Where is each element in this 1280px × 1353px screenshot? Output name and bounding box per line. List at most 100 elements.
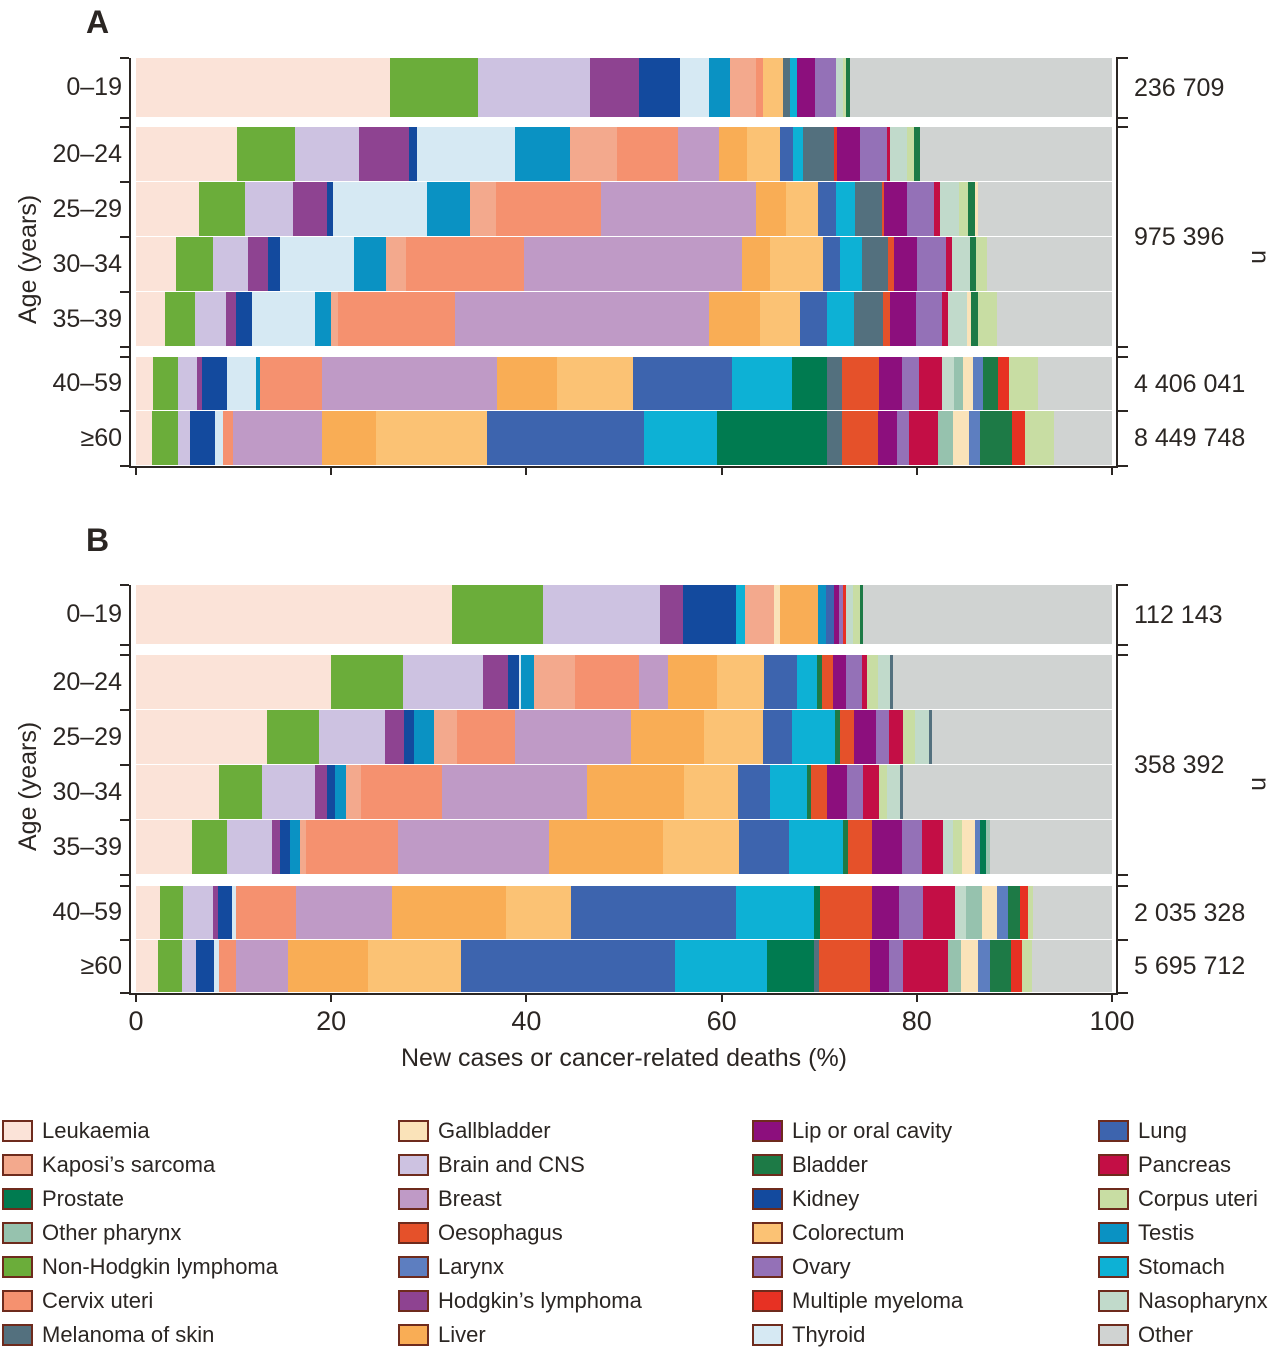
bar-segment-larynx bbox=[973, 357, 983, 410]
bar-segment-myeloma bbox=[1012, 411, 1025, 465]
legend-swatch-corpus bbox=[1098, 1188, 1129, 1210]
bar-segment-lung bbox=[460, 940, 675, 992]
bar-segment-brain bbox=[295, 127, 359, 181]
n-value: 5 695 712 bbox=[1134, 952, 1246, 980]
bar-row bbox=[136, 585, 1112, 644]
bar-segment-thyroid bbox=[226, 357, 256, 410]
bar-segment-bladder bbox=[968, 182, 976, 236]
bar-segment-melanoma bbox=[783, 58, 790, 117]
bar-row bbox=[136, 127, 1112, 181]
bar-segment-kidney bbox=[236, 292, 253, 346]
legend-swatch-other_pharynx bbox=[2, 1222, 33, 1244]
age-tick-label: 0–19 bbox=[66, 600, 122, 628]
bar-segment-bladder bbox=[980, 411, 1013, 465]
legend-label-corpus: Corpus uteri bbox=[1138, 1186, 1258, 1211]
x-axis-tick bbox=[330, 993, 333, 1002]
bar-segment-cervix bbox=[575, 655, 639, 709]
x-tick-label: 100 bbox=[1089, 1006, 1135, 1036]
bar-segment-stomach bbox=[826, 292, 855, 346]
bar-segment-hodgkin bbox=[589, 58, 639, 117]
bar-segment-testis bbox=[256, 357, 260, 410]
y-axis-tick bbox=[120, 356, 129, 358]
bar-segment-kaposi bbox=[345, 765, 362, 819]
bar-segment-brain bbox=[194, 292, 226, 346]
bar-segment-cervix bbox=[222, 411, 233, 465]
bar-segment-breast bbox=[455, 292, 709, 346]
bar-segment-thyroid bbox=[214, 940, 219, 992]
legend-swatch-breast bbox=[398, 1188, 429, 1210]
bar-segment-gallbladder bbox=[967, 292, 972, 346]
bar-segment-hodgkin bbox=[271, 820, 281, 874]
bar-segment-leukaemia bbox=[136, 411, 152, 465]
legend-label-larynx: Larynx bbox=[438, 1254, 505, 1279]
n-value: 236 709 bbox=[1134, 74, 1225, 102]
bar-segment-nasopharynx bbox=[951, 237, 971, 291]
bar-segment-other bbox=[932, 710, 1112, 764]
x-tick-label: 40 bbox=[511, 1006, 542, 1036]
legend-label-nasopharynx: Nasopharynx bbox=[1138, 1288, 1268, 1313]
bar-row bbox=[136, 765, 1112, 819]
legend-swatch-ovary bbox=[752, 1256, 783, 1278]
bar-row bbox=[136, 58, 1112, 117]
bar-segment-corpus bbox=[866, 655, 878, 709]
bar-segment-pancreas bbox=[934, 182, 941, 236]
legend-swatch-colorectum bbox=[752, 1222, 783, 1244]
legend-swatch-kidney bbox=[752, 1188, 783, 1210]
bar-segment-kaposi bbox=[299, 820, 306, 874]
bar-segment-cervix bbox=[406, 237, 525, 291]
bar-segment-lip bbox=[836, 127, 861, 181]
bar-segment-bladder bbox=[989, 940, 1012, 992]
bar-segment-kaposi bbox=[730, 58, 756, 117]
bar-segment-melanoma bbox=[890, 655, 894, 709]
bar-segment-pancreas bbox=[862, 655, 867, 709]
bar-segment-stomach bbox=[770, 765, 808, 819]
n-bracket-tick bbox=[1116, 465, 1128, 467]
age-tick-label: 0–19 bbox=[66, 73, 122, 101]
bar-segment-stomach bbox=[732, 357, 792, 410]
bar-segment-brain bbox=[403, 655, 484, 709]
bar-segment-breast bbox=[677, 127, 719, 181]
x-axis-tick bbox=[330, 466, 333, 475]
bar-segment-gallbladder bbox=[982, 886, 997, 939]
y-axis-tick bbox=[120, 236, 129, 238]
n-bracket-tick bbox=[1116, 346, 1128, 348]
bar-segment-pancreas bbox=[922, 886, 955, 939]
n-value: 8 449 748 bbox=[1134, 424, 1246, 452]
bar-segment-thyroid bbox=[333, 182, 427, 236]
bar-segment-ovary bbox=[860, 127, 888, 181]
bar-segment-kidney bbox=[327, 182, 334, 236]
age-tick-label: ≥60 bbox=[80, 951, 122, 980]
right-axis-title: n bbox=[1246, 777, 1274, 791]
bar-segment-brain bbox=[261, 765, 315, 819]
bar-segment-kidney bbox=[638, 58, 680, 117]
bar-row bbox=[136, 710, 1112, 764]
bar-segment-testis bbox=[514, 127, 571, 181]
bar-segment-corpus bbox=[1009, 357, 1038, 410]
bar-segment-brain bbox=[319, 710, 385, 764]
legend-swatch-thyroid bbox=[752, 1324, 783, 1346]
bar-segment-kidney bbox=[202, 357, 227, 410]
bar-segment-colorectum bbox=[703, 710, 763, 764]
bar-segment-other_pharynx bbox=[985, 820, 990, 874]
bar-segment-nhl bbox=[331, 655, 404, 709]
bar-segment-colorectum bbox=[759, 292, 800, 346]
bar-segment-ovary bbox=[915, 292, 943, 346]
bar-segment-lung bbox=[780, 127, 793, 181]
x-axis-tick bbox=[720, 466, 723, 475]
bar-segment-thyroid bbox=[417, 127, 515, 181]
bar-segment-lip bbox=[877, 411, 898, 465]
bar-segment-thyroid bbox=[231, 886, 237, 939]
legend-label-kidney: Kidney bbox=[792, 1186, 860, 1211]
bar-segment-lip bbox=[871, 820, 903, 874]
bar-segment-thyroid bbox=[252, 292, 315, 346]
bar-segment-cervix bbox=[305, 820, 398, 874]
bar-segment-melanoma bbox=[929, 710, 933, 764]
bar-segment-melanoma bbox=[826, 411, 842, 465]
legend-swatch-testis bbox=[1098, 1222, 1129, 1244]
bar-segment-oesophagus bbox=[820, 886, 872, 939]
bar-segment-melanoma bbox=[814, 940, 820, 992]
bar-segment-stomach bbox=[674, 940, 768, 992]
bar-segment-colorectum bbox=[556, 357, 633, 410]
bar-segment-lip bbox=[884, 182, 907, 236]
bar-segment-cervix bbox=[617, 127, 678, 181]
